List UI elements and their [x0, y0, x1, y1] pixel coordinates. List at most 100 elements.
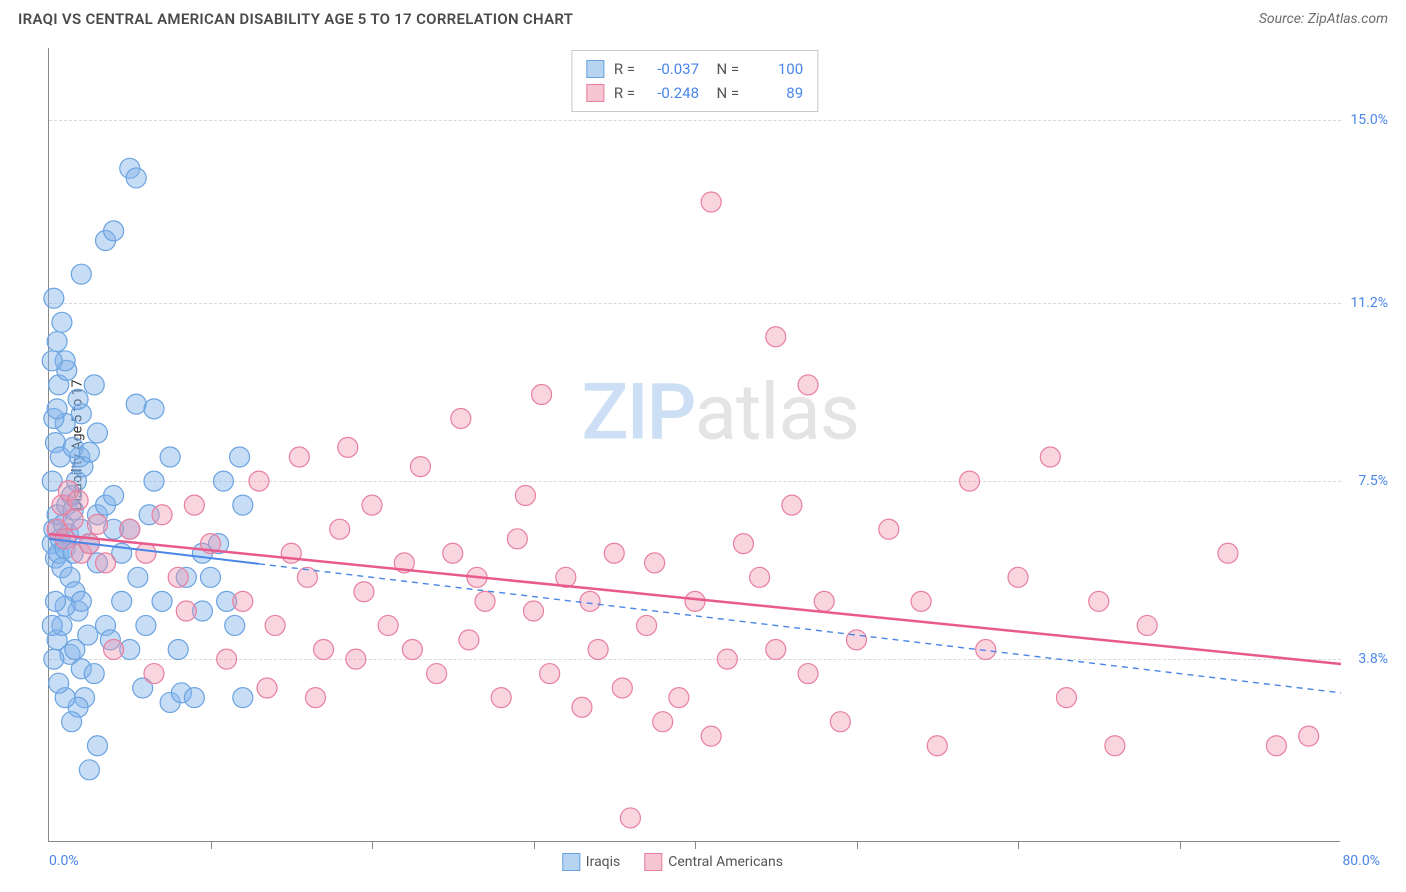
data-point-central-americans	[814, 591, 834, 611]
legend-swatch	[562, 853, 580, 871]
data-point-central-americans	[265, 615, 285, 635]
x-tick	[857, 841, 858, 849]
y-tick-label: 7.5%	[1358, 473, 1388, 489]
data-point-central-americans	[491, 688, 511, 708]
chart-title: IRAQI VS CENTRAL AMERICAN DISABILITY AGE…	[18, 10, 573, 28]
plot-region: ZIPatlas 3.8%7.5%11.2%15.0% R =-0.037 N …	[48, 48, 1340, 842]
data-point-iraqis	[84, 375, 104, 395]
data-point-central-americans	[346, 649, 366, 669]
data-point-iraqis	[160, 447, 180, 467]
data-point-iraqis	[62, 712, 82, 732]
data-point-central-americans	[976, 640, 996, 660]
data-point-central-americans	[572, 697, 592, 717]
data-point-central-americans	[1218, 543, 1238, 563]
data-point-iraqis	[201, 567, 221, 587]
data-point-iraqis	[128, 567, 148, 587]
bottom-legend: Iraqis Central Americans	[562, 853, 783, 871]
data-point-central-americans	[580, 591, 600, 611]
data-point-iraqis	[225, 615, 245, 635]
data-point-iraqis	[126, 394, 146, 414]
y-tick-label: 15.0%	[1350, 112, 1388, 128]
data-point-iraqis	[49, 673, 69, 693]
data-point-central-americans	[685, 591, 705, 611]
data-point-iraqis	[52, 312, 72, 332]
data-point-central-americans	[443, 543, 463, 563]
data-point-iraqis	[79, 760, 99, 780]
data-point-central-americans	[233, 591, 253, 611]
stat-n-value: 100	[749, 57, 803, 81]
x-axis-min-label: 0.0%	[49, 853, 79, 869]
x-axis-max-label: 80.0%	[1342, 853, 1380, 869]
legend-item: Iraqis	[562, 853, 620, 871]
data-point-central-americans	[669, 688, 689, 708]
data-point-central-americans	[136, 543, 156, 563]
y-tick-label: 11.2%	[1350, 295, 1388, 311]
stat-r-value: -0.037	[645, 57, 699, 81]
data-point-central-americans	[249, 471, 269, 491]
data-point-central-americans	[184, 495, 204, 515]
data-point-central-americans	[1040, 447, 1060, 467]
data-point-central-americans	[120, 519, 140, 539]
x-tick	[534, 841, 535, 849]
data-point-central-americans	[637, 615, 657, 635]
scatter-svg	[49, 48, 1341, 842]
data-point-central-americans	[733, 534, 753, 554]
data-point-central-americans	[87, 514, 107, 534]
data-point-central-americans	[1008, 567, 1028, 587]
data-point-central-americans	[475, 591, 495, 611]
data-point-central-americans	[701, 192, 721, 212]
data-point-central-americans	[338, 437, 358, 457]
data-point-central-americans	[588, 640, 608, 660]
data-point-central-americans	[289, 447, 309, 467]
data-point-central-americans	[927, 736, 947, 756]
data-point-iraqis	[126, 168, 146, 188]
data-point-iraqis	[168, 640, 188, 660]
legend-item: Central Americans	[644, 853, 783, 871]
data-point-central-americans	[176, 601, 196, 621]
data-point-iraqis	[78, 625, 98, 645]
data-point-iraqis	[144, 471, 164, 491]
data-point-central-americans	[645, 553, 665, 573]
legend-swatch	[586, 84, 604, 102]
stat-r-label: R =	[614, 57, 635, 81]
legend-swatch	[644, 853, 662, 871]
data-point-central-americans	[507, 529, 527, 549]
stat-n-value: 89	[749, 81, 803, 105]
data-point-central-americans	[96, 553, 116, 573]
data-point-central-americans	[305, 688, 325, 708]
data-point-central-americans	[330, 519, 350, 539]
data-point-iraqis	[42, 615, 62, 635]
data-point-central-americans	[515, 486, 535, 506]
data-point-iraqis	[87, 736, 107, 756]
data-point-iraqis	[104, 486, 124, 506]
data-point-central-americans	[620, 808, 640, 828]
data-point-central-americans	[960, 471, 980, 491]
data-point-iraqis	[44, 649, 64, 669]
data-point-iraqis	[136, 615, 156, 635]
data-point-central-americans	[1056, 688, 1076, 708]
y-tick-label: 3.8%	[1358, 651, 1388, 667]
data-point-central-americans	[766, 327, 786, 347]
data-point-central-americans	[782, 495, 802, 515]
stat-n-label: N =	[709, 81, 739, 105]
data-point-central-americans	[766, 640, 786, 660]
data-point-central-americans	[847, 630, 867, 650]
data-point-central-americans	[540, 664, 560, 684]
data-point-central-americans	[879, 519, 899, 539]
stats-legend-box: R =-0.037 N =100R =-0.248 N =89	[571, 50, 818, 112]
data-point-central-americans	[378, 615, 398, 635]
data-point-central-americans	[717, 649, 737, 669]
data-point-central-americans	[104, 640, 124, 660]
data-point-iraqis	[44, 288, 64, 308]
data-point-iraqis	[112, 591, 132, 611]
data-point-central-americans	[701, 726, 721, 746]
data-point-iraqis	[42, 351, 62, 371]
data-point-central-americans	[410, 457, 430, 477]
data-point-iraqis	[233, 495, 253, 515]
stat-r-label: R =	[614, 81, 635, 105]
x-tick	[372, 841, 373, 849]
data-point-central-americans	[152, 505, 172, 525]
data-point-central-americans	[451, 409, 471, 429]
legend-label: Central Americans	[668, 854, 783, 870]
legend-label: Iraqis	[586, 854, 620, 870]
